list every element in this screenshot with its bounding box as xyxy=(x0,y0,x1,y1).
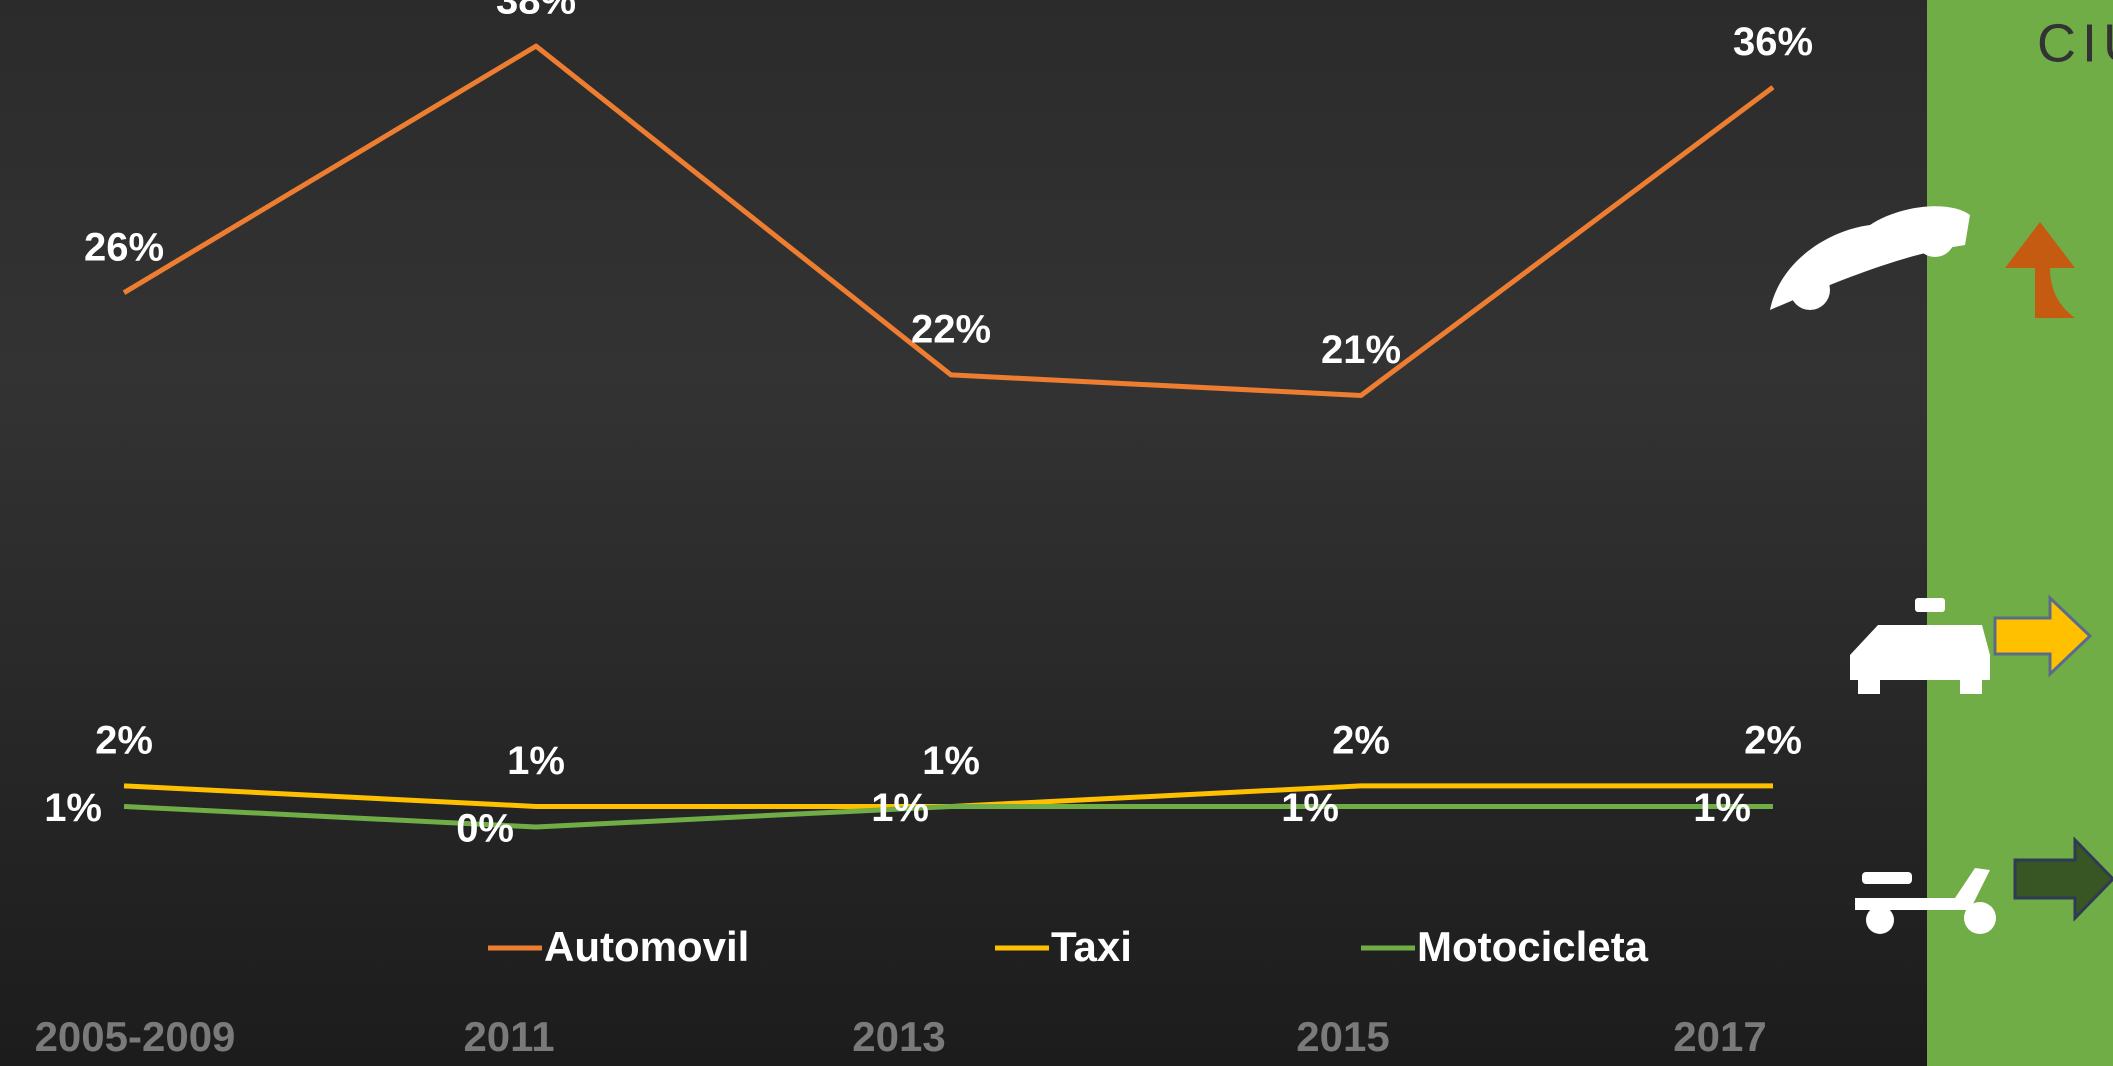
x-tick-label: 2015 xyxy=(1296,1013,1389,1060)
data-label: 26% xyxy=(84,225,164,269)
page: CIU 2005-2009 2011 2013 2015 2017 26% 38% 22% 21… xyxy=(0,0,2113,1066)
data-label: 2% xyxy=(1744,718,1802,762)
legend-label: Motocicleta xyxy=(1417,923,1649,970)
data-label: 1% xyxy=(1281,786,1339,830)
data-label: 1% xyxy=(871,786,929,830)
x-tick-label: 2005-2009 xyxy=(35,1013,236,1060)
data-label: 1% xyxy=(44,786,102,830)
data-label: 1% xyxy=(507,739,565,783)
data-label: 21% xyxy=(1321,328,1401,372)
legend-label: Taxi xyxy=(1051,923,1132,970)
data-label: 2% xyxy=(1332,718,1390,762)
data-label: 2% xyxy=(95,718,153,762)
data-label: 1% xyxy=(1693,786,1751,830)
legend-label: Automovil xyxy=(544,923,749,970)
background-photo xyxy=(0,0,1927,1066)
data-label: 1% xyxy=(922,739,980,783)
data-label: 0% xyxy=(456,807,514,851)
x-tick-label: 2013 xyxy=(852,1013,945,1060)
brand-text: CIU xyxy=(2037,13,2113,73)
x-tick-label: 2017 xyxy=(1673,1013,1766,1060)
chart: CIU 2005-2009 2011 2013 2015 2017 26% 38% 22% 21… xyxy=(0,0,2113,1066)
x-tick-label: 2011 xyxy=(463,1013,554,1060)
data-label: 36% xyxy=(1733,20,1813,64)
data-label: 38% xyxy=(496,0,576,23)
data-label: 22% xyxy=(911,307,991,351)
